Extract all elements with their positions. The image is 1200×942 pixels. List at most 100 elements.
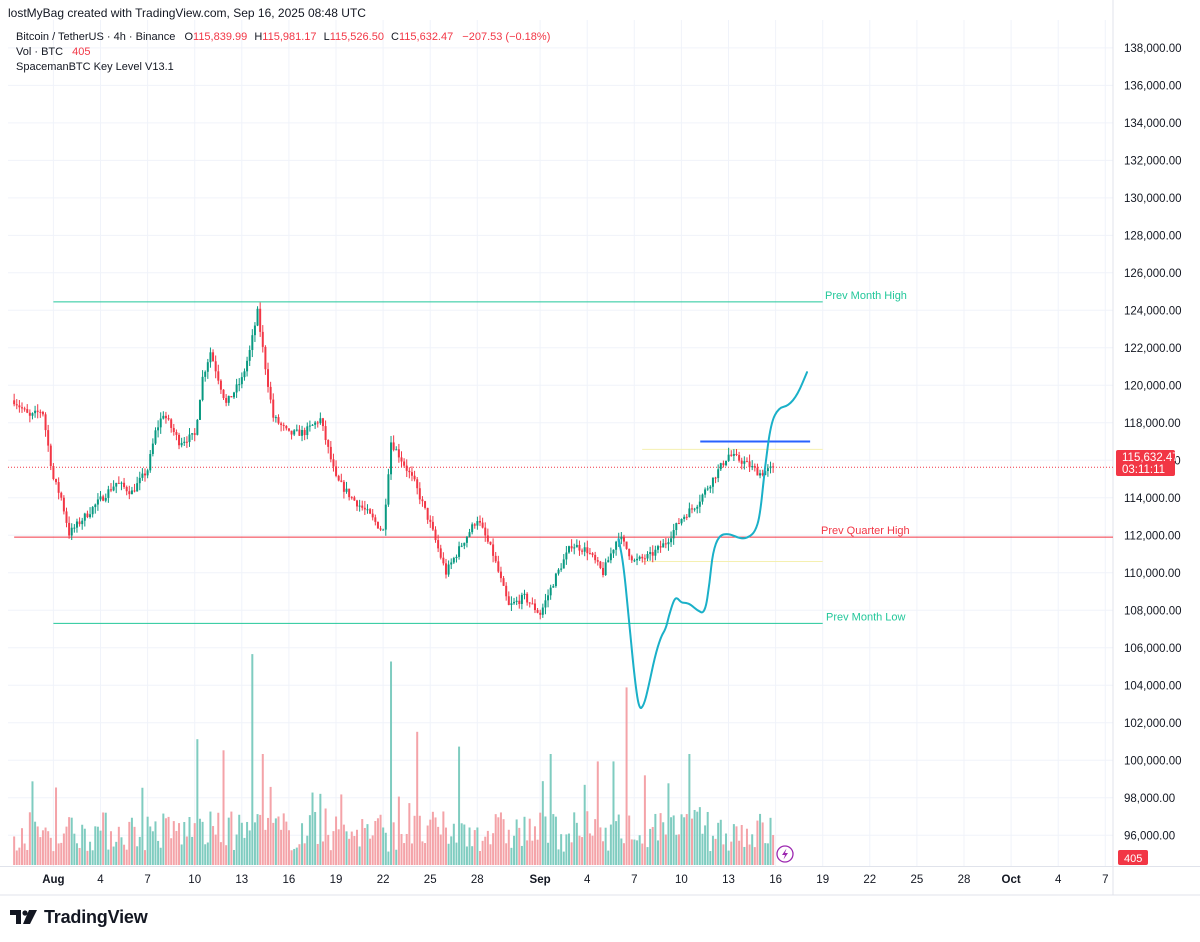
tradingview-logo[interactable]: TradingView bbox=[10, 903, 148, 931]
candle-body bbox=[361, 505, 364, 508]
time-tick-label: 10 bbox=[675, 874, 688, 886]
candle-body bbox=[86, 513, 89, 518]
volume-bar bbox=[672, 815, 675, 865]
candle-body bbox=[685, 516, 688, 518]
candle-body bbox=[376, 521, 379, 529]
candle-body bbox=[575, 544, 578, 548]
candle-body bbox=[136, 483, 139, 492]
candle-body bbox=[49, 445, 52, 467]
price-tick-label: 134,000.00 bbox=[1124, 118, 1182, 130]
time-tick-label: 13 bbox=[235, 874, 248, 886]
candle-body bbox=[533, 603, 536, 611]
volume-bar bbox=[120, 837, 123, 865]
volume-bar bbox=[52, 851, 55, 865]
candle-body bbox=[21, 407, 24, 409]
candle-body bbox=[612, 549, 615, 554]
volume-bar bbox=[384, 832, 387, 865]
price-tick-label: 104,000.00 bbox=[1124, 680, 1182, 692]
volume-bar bbox=[405, 833, 408, 865]
volume-bar bbox=[157, 840, 160, 865]
axis-badges: 115,632.47 03:11:11 405 bbox=[1116, 450, 1179, 865]
candle-body bbox=[594, 554, 597, 561]
volume-bar bbox=[222, 750, 225, 865]
volume-bar bbox=[526, 840, 529, 865]
price-tick-label: 120,000.00 bbox=[1124, 380, 1182, 392]
candle-body bbox=[259, 308, 262, 332]
volume-bar bbox=[272, 822, 275, 865]
candle-body bbox=[214, 361, 217, 372]
volume-bar bbox=[570, 842, 573, 865]
candle-body bbox=[130, 490, 133, 495]
volume-bar bbox=[513, 835, 516, 865]
volume-bar bbox=[293, 848, 296, 865]
candle-body bbox=[274, 417, 277, 419]
volume-bar bbox=[342, 824, 345, 865]
candle-body bbox=[672, 530, 675, 539]
candle-body bbox=[701, 494, 704, 502]
candle-body bbox=[667, 542, 670, 545]
volume-bar bbox=[473, 830, 476, 865]
volume-bar bbox=[489, 844, 492, 865]
candle-body bbox=[421, 499, 424, 502]
volume-bar bbox=[314, 811, 317, 865]
candle-body bbox=[544, 600, 547, 608]
volume-bar bbox=[18, 847, 21, 865]
candle-body bbox=[664, 543, 667, 545]
volume-legend[interactable]: Vol · BTC 405 bbox=[16, 46, 93, 58]
candle-body bbox=[675, 523, 678, 531]
volume-bar bbox=[13, 836, 16, 865]
candle-body bbox=[55, 478, 58, 483]
volume-bar bbox=[554, 816, 557, 865]
candle-body bbox=[688, 508, 691, 518]
candle-body bbox=[748, 461, 751, 468]
price-axis[interactable]: 96,000.00 98,000.00 100,000.00 102,000.00 10… bbox=[1124, 43, 1182, 842]
indicator-legend[interactable]: SpacemanBTC Key Level V13.1 bbox=[16, 61, 176, 73]
candle-body bbox=[60, 492, 63, 498]
volume-bar bbox=[499, 812, 502, 865]
candle-body bbox=[502, 578, 505, 586]
volume-bar bbox=[586, 811, 589, 865]
candle-body bbox=[282, 424, 285, 426]
volume-bar bbox=[104, 812, 107, 865]
candle-body bbox=[738, 455, 741, 461]
volume-bar bbox=[311, 792, 314, 865]
volume-bar bbox=[745, 828, 748, 865]
candle-body bbox=[622, 536, 625, 542]
candle-body bbox=[541, 607, 544, 615]
price-tick-label: 136,000.00 bbox=[1124, 80, 1182, 92]
candle-body bbox=[28, 412, 31, 416]
candle-body bbox=[217, 371, 220, 381]
forecast-drawing[interactable] bbox=[617, 371, 808, 709]
price-tick-label: 124,000.00 bbox=[1124, 305, 1182, 317]
price-tick-label: 108,000.00 bbox=[1124, 605, 1182, 617]
volume-bar bbox=[259, 814, 262, 865]
candle-body bbox=[206, 362, 209, 372]
volume-bar bbox=[264, 829, 267, 865]
candle-body bbox=[227, 396, 230, 403]
ohlc-close: 115,632.47 bbox=[398, 31, 454, 43]
candle-body bbox=[591, 553, 594, 555]
volume-bar bbox=[209, 811, 212, 865]
candle-body bbox=[65, 511, 68, 523]
candle-body bbox=[578, 544, 581, 551]
volume-bar bbox=[400, 834, 403, 865]
candle-body bbox=[96, 499, 99, 505]
volume-bar bbox=[196, 739, 199, 865]
volume-bar bbox=[740, 825, 743, 865]
volume-bar bbox=[198, 818, 201, 865]
volume-bar bbox=[622, 843, 625, 865]
time-axis[interactable]: Aug 4 7 10 13 16 19 22 25 28 Sep 4 7 10 13 16 19 22 25 28 Oc… bbox=[42, 874, 1108, 886]
volume-bar bbox=[677, 834, 680, 865]
candle-body bbox=[164, 415, 167, 419]
candle-body bbox=[78, 521, 81, 525]
candle-body bbox=[287, 428, 290, 431]
time-tick-label: Oct bbox=[1002, 874, 1021, 886]
replay-icon[interactable] bbox=[776, 845, 794, 863]
volume-bar bbox=[581, 837, 584, 865]
volume-bar bbox=[617, 814, 620, 865]
volume-bar bbox=[282, 813, 285, 865]
volume-bar bbox=[541, 781, 544, 865]
symbol-legend[interactable]: Bitcoin / TetherUS · 4h · Binance O115,8… bbox=[16, 31, 552, 43]
volume-bar bbox=[83, 828, 86, 865]
